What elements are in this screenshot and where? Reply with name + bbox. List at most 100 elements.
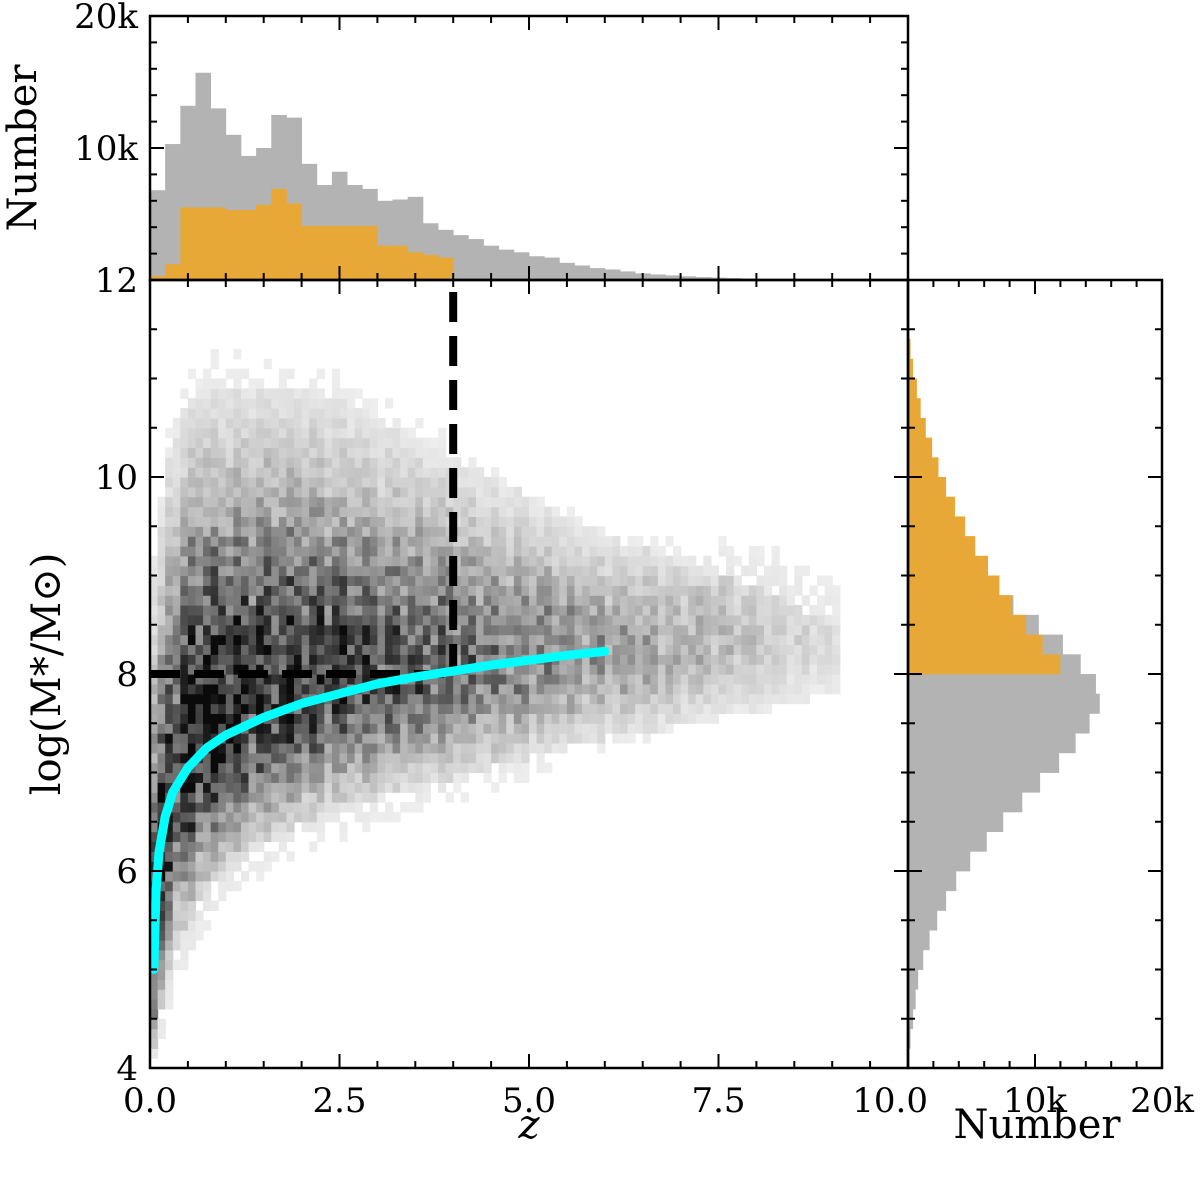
heatmap-cell <box>324 664 333 675</box>
heatmap-cell <box>354 723 363 734</box>
heatmap-cell <box>271 457 280 468</box>
heatmap-cell <box>491 614 500 626</box>
heatmap-cell <box>301 821 310 833</box>
heatmap-cell <box>165 624 174 636</box>
heatmap-cell <box>498 664 507 675</box>
heatmap-cell <box>271 526 280 537</box>
heatmap-cell <box>316 526 325 537</box>
heatmap-cell <box>309 506 318 517</box>
heatmap-cell <box>324 486 333 498</box>
heatmap-cell <box>362 792 371 803</box>
heatmap-cell <box>392 762 401 774</box>
heatmap-cell <box>551 545 560 557</box>
heatmap-cell <box>165 900 174 911</box>
heatmap-cell <box>438 674 447 685</box>
heatmap-cell <box>453 486 462 498</box>
heatmap-cell <box>551 674 560 685</box>
heatmap-cell <box>240 457 250 468</box>
heatmap-cell <box>551 585 560 596</box>
heatmap-cell <box>301 752 310 764</box>
heatmap-cell <box>635 605 644 616</box>
heatmap-cell <box>741 605 750 616</box>
heatmap-cell <box>430 477 439 488</box>
heatmap-cell <box>271 467 280 478</box>
heatmap-cell <box>354 388 363 399</box>
heatmap-cell <box>203 477 212 488</box>
heatmap-cell <box>665 644 674 655</box>
heatmap-cell <box>665 585 674 596</box>
heatmap-cell <box>195 408 204 419</box>
heatmap-cell <box>453 693 462 705</box>
heatmap-cell <box>240 634 250 646</box>
heatmap-cell <box>369 664 378 675</box>
heatmap-cell <box>559 565 568 577</box>
heatmap-cell <box>172 496 181 508</box>
heatmap-cell <box>157 654 166 665</box>
heatmap-cell <box>422 536 432 547</box>
heatmap-cell <box>172 614 181 626</box>
heatmap-cell <box>422 565 432 577</box>
heatmap-cell <box>460 477 469 488</box>
heatmap-cell <box>187 486 197 498</box>
heatmap-cell <box>786 693 795 705</box>
heatmap-cell <box>263 693 272 705</box>
heatmap-cell <box>422 467 432 478</box>
heatmap-cell <box>286 467 295 478</box>
heatmap-cell <box>316 457 325 468</box>
heatmap-cell <box>157 772 166 783</box>
heatmap-cell <box>521 752 530 764</box>
heatmap-cell <box>475 585 485 596</box>
heatmap-cell <box>536 693 545 705</box>
heatmap-cell <box>301 526 310 537</box>
heatmap-cell <box>165 861 174 872</box>
heatmap-cell <box>324 624 333 636</box>
heatmap-cell <box>180 674 189 685</box>
heatmap-cell <box>165 595 174 606</box>
heatmap-cell <box>331 664 341 675</box>
heatmap-cell <box>150 674 159 685</box>
top-hist-bar-all <box>680 276 697 280</box>
heatmap-cell <box>240 447 250 458</box>
heatmap-cell <box>483 742 492 754</box>
heatmap-cell <box>354 565 363 577</box>
heatmap-cell <box>513 772 523 783</box>
heatmap-cell <box>331 624 341 636</box>
heatmap-cell <box>218 713 227 724</box>
heatmap-cell <box>233 477 242 488</box>
heatmap-cell <box>695 713 704 724</box>
heatmap-cell <box>362 811 371 823</box>
heatmap-cell <box>422 496 432 508</box>
heatmap-cell <box>263 674 272 685</box>
heatmap-cell <box>665 723 674 734</box>
heatmap-cell <box>347 408 356 419</box>
heatmap-cell <box>263 733 272 744</box>
heatmap-cell <box>362 693 371 705</box>
heatmap-cell <box>362 536 371 547</box>
heatmap-cell <box>225 634 234 646</box>
heatmap-cell <box>271 713 280 724</box>
heatmap-cell <box>513 733 523 744</box>
heatmap-cell <box>498 477 507 488</box>
heatmap-cell <box>225 526 234 537</box>
heatmap-cell <box>589 733 598 744</box>
heatmap-cell <box>491 654 500 665</box>
heatmap-cell <box>817 634 826 646</box>
heatmap-cell <box>619 634 629 646</box>
heatmap-cell <box>779 683 788 695</box>
heatmap-cell <box>210 654 219 665</box>
heatmap-cell <box>248 388 257 399</box>
heatmap-cell <box>801 634 811 646</box>
heatmap-cell <box>294 713 303 724</box>
heatmap-cell <box>210 614 219 626</box>
heatmap-cell <box>233 417 242 429</box>
heatmap-cell <box>339 467 348 478</box>
heatmap-cell <box>430 644 439 655</box>
heatmap-cell <box>710 624 720 636</box>
heatmap-cell <box>339 782 348 793</box>
heatmap-cell <box>589 703 598 714</box>
heatmap-cell <box>468 585 477 596</box>
heatmap-cell <box>430 545 439 557</box>
heatmap-cell <box>559 595 568 606</box>
heatmap-cell <box>430 516 439 527</box>
right-hist-bar-selected <box>908 339 911 360</box>
